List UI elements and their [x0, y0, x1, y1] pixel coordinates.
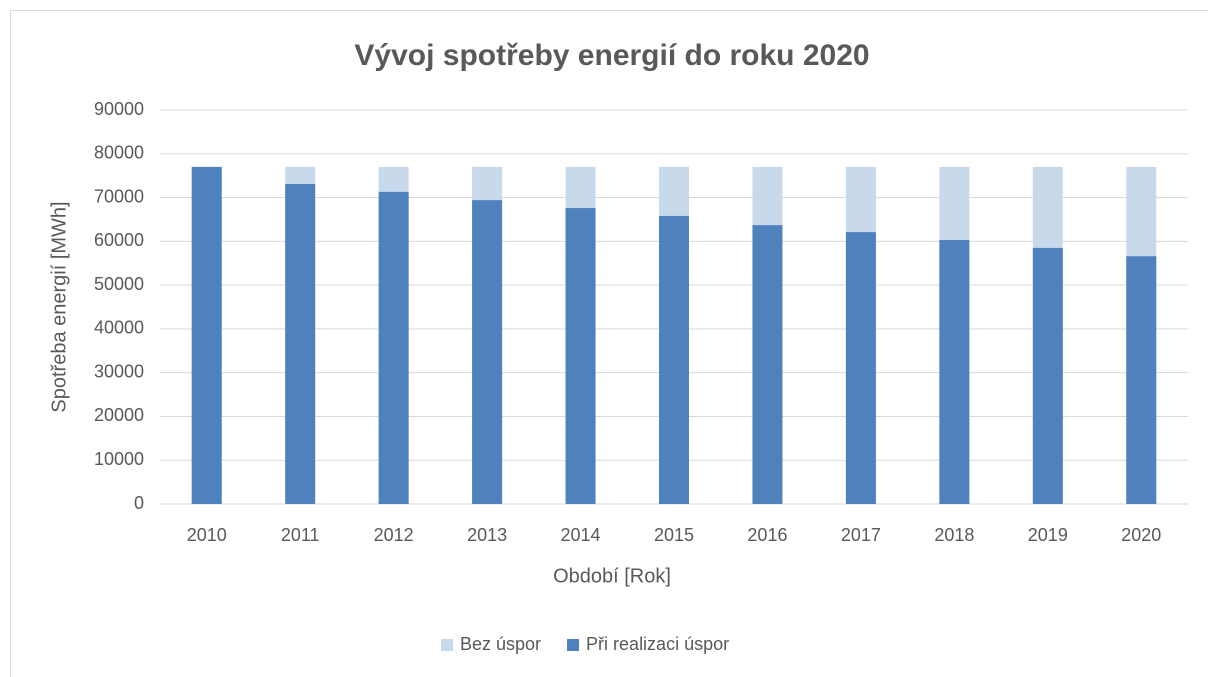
y-tick-label: 40000 — [94, 318, 144, 338]
x-tick-label: 2014 — [561, 525, 601, 545]
y-tick-label: 70000 — [94, 186, 144, 206]
y-axis-title: Spotřeba energií [MWh] — [48, 201, 70, 412]
x-axis-title: Období [Rok] — [553, 565, 671, 587]
legend-label: Při realizaci úspor — [586, 634, 729, 654]
x-tick-label: 2012 — [374, 525, 414, 545]
y-tick-label: 0 — [134, 493, 144, 513]
bar — [659, 215, 689, 505]
x-tick-label: 2020 — [1121, 525, 1161, 545]
x-tick-label: 2013 — [467, 525, 507, 545]
bar — [1032, 247, 1063, 504]
y-tick-label: 50000 — [94, 274, 144, 294]
y-tick-label: 60000 — [94, 230, 144, 250]
legend-label: Bez úspor — [460, 634, 541, 654]
chart-title: Vývoj spotřeby energií do roku 2020 — [354, 39, 869, 72]
bar — [565, 208, 596, 504]
legend-swatch — [567, 639, 580, 651]
y-tick-label: 20000 — [94, 405, 144, 425]
bar — [472, 200, 503, 504]
bar — [378, 191, 409, 504]
x-tick-label: 2018 — [934, 525, 974, 545]
legend-swatch — [441, 639, 453, 651]
x-tick-label: 2016 — [747, 525, 787, 545]
bar — [285, 183, 316, 505]
bar — [845, 232, 876, 504]
x-tick-label: 2019 — [1028, 525, 1068, 545]
x-tick-label: 2011 — [281, 525, 320, 545]
x-tick-label: 2017 — [841, 525, 881, 545]
x-tick-label: 2015 — [654, 525, 694, 545]
y-tick-label: 90000 — [94, 99, 144, 119]
bar — [939, 240, 970, 504]
x-tick-label: 2010 — [187, 525, 227, 545]
bar — [1126, 256, 1157, 504]
y-tick-label: 30000 — [94, 361, 144, 381]
bar — [752, 225, 783, 504]
y-tick-label: 80000 — [94, 143, 144, 163]
y-tick-label: 10000 — [94, 449, 144, 469]
bar — [191, 166, 222, 504]
